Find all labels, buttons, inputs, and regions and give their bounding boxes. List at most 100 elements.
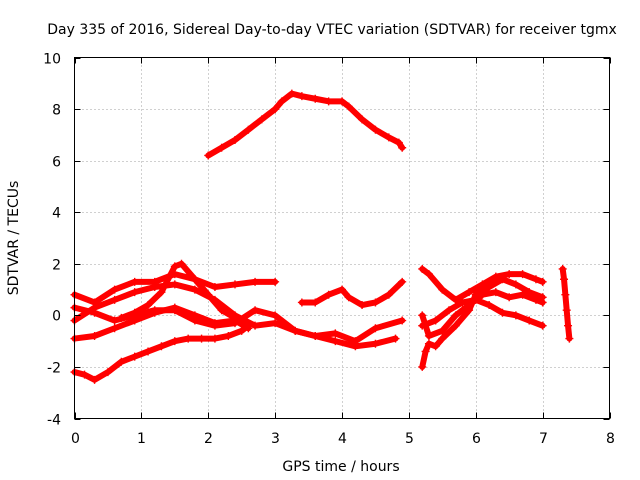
data-point <box>421 347 430 356</box>
data-point <box>157 288 166 297</box>
data-point <box>398 277 407 286</box>
data-series <box>70 89 574 384</box>
data-point <box>438 326 447 335</box>
x-tick-label: 5 <box>405 431 414 447</box>
data-point <box>157 342 166 351</box>
data-point <box>110 324 119 333</box>
data-point <box>561 290 570 299</box>
data-point <box>311 94 320 103</box>
data-point <box>150 282 159 291</box>
data-point <box>498 275 507 284</box>
data-point <box>471 290 480 299</box>
y-tick-label: 2 <box>52 258 61 274</box>
data-point <box>217 143 226 152</box>
data-point <box>231 313 239 322</box>
series-trace <box>298 278 406 309</box>
data-point <box>110 295 119 304</box>
data-point <box>478 280 487 289</box>
data-point <box>331 329 340 338</box>
data-point <box>311 298 320 307</box>
series-arc-i <box>418 295 547 330</box>
data-point <box>562 306 571 315</box>
data-point <box>538 321 547 330</box>
x-tick-label: 0 <box>71 431 80 447</box>
data-point <box>297 298 306 307</box>
x-tick-label: 3 <box>271 431 280 447</box>
data-point <box>80 370 89 379</box>
data-point <box>498 308 507 317</box>
data-point <box>371 298 380 307</box>
data-point <box>244 125 253 134</box>
data-point <box>324 97 333 106</box>
data-point <box>398 316 407 325</box>
series-arc-e <box>117 259 253 330</box>
series-arc-g <box>418 264 547 304</box>
data-point <box>565 334 574 343</box>
data-point <box>210 319 219 328</box>
data-point <box>491 288 500 297</box>
data-point <box>311 331 320 340</box>
data-point <box>418 321 427 330</box>
data-point <box>451 321 460 330</box>
data-point <box>170 303 179 312</box>
data-point <box>465 306 474 315</box>
data-point <box>538 293 547 302</box>
series-trace <box>419 296 546 329</box>
data-point <box>424 270 433 279</box>
data-point <box>251 321 260 330</box>
data-point <box>398 143 407 152</box>
data-point <box>384 290 393 299</box>
data-point <box>431 316 440 325</box>
data-point <box>204 151 213 160</box>
data-point <box>418 264 427 273</box>
data-point <box>170 280 179 289</box>
data-point <box>170 337 179 346</box>
data-point <box>451 311 460 320</box>
data-point <box>144 301 153 310</box>
data-point <box>271 319 280 328</box>
x-tick-label: 7 <box>539 431 548 447</box>
series-arc-low <box>70 321 253 384</box>
data-point <box>458 298 467 307</box>
data-point <box>418 362 427 371</box>
data-point <box>371 324 380 333</box>
data-point <box>271 277 280 286</box>
data-point <box>184 334 193 343</box>
data-point <box>394 138 403 147</box>
data-point <box>257 115 266 124</box>
data-point <box>358 301 367 310</box>
data-point <box>237 326 246 335</box>
y-tick-label: -2 <box>47 361 61 377</box>
data-point <box>271 105 280 114</box>
data-point <box>130 352 139 361</box>
data-point <box>518 290 527 299</box>
series-arc-h <box>418 288 547 340</box>
data-point <box>351 337 360 346</box>
data-point <box>103 368 112 377</box>
y-tick-label: 4 <box>52 206 61 222</box>
data-point <box>491 272 500 281</box>
series-arc-f <box>297 277 407 310</box>
data-point <box>338 97 346 106</box>
data-point <box>190 285 199 294</box>
data-point <box>391 334 400 343</box>
data-point <box>465 288 474 297</box>
data-point <box>231 280 239 289</box>
x-tick-label: 2 <box>204 431 213 447</box>
data-point <box>170 262 179 271</box>
x-tick-label: 1 <box>137 431 146 447</box>
data-point <box>110 316 119 325</box>
series-arc-k <box>558 264 574 343</box>
data-point <box>344 102 353 111</box>
data-point <box>445 306 453 315</box>
data-point <box>291 326 300 335</box>
y-tick-label: 0 <box>52 309 61 325</box>
chart-title: Day 335 of 2016, Sidereal Day-to-day VTE… <box>47 22 617 38</box>
y-tick-labels: -4 -2 0 2 4 6 8 10 <box>43 52 61 429</box>
data-point <box>525 288 534 297</box>
data-point <box>190 275 199 284</box>
y-axis-label: SDTVAR / TECUs <box>6 181 22 296</box>
data-point <box>511 311 520 320</box>
data-point <box>438 285 447 294</box>
